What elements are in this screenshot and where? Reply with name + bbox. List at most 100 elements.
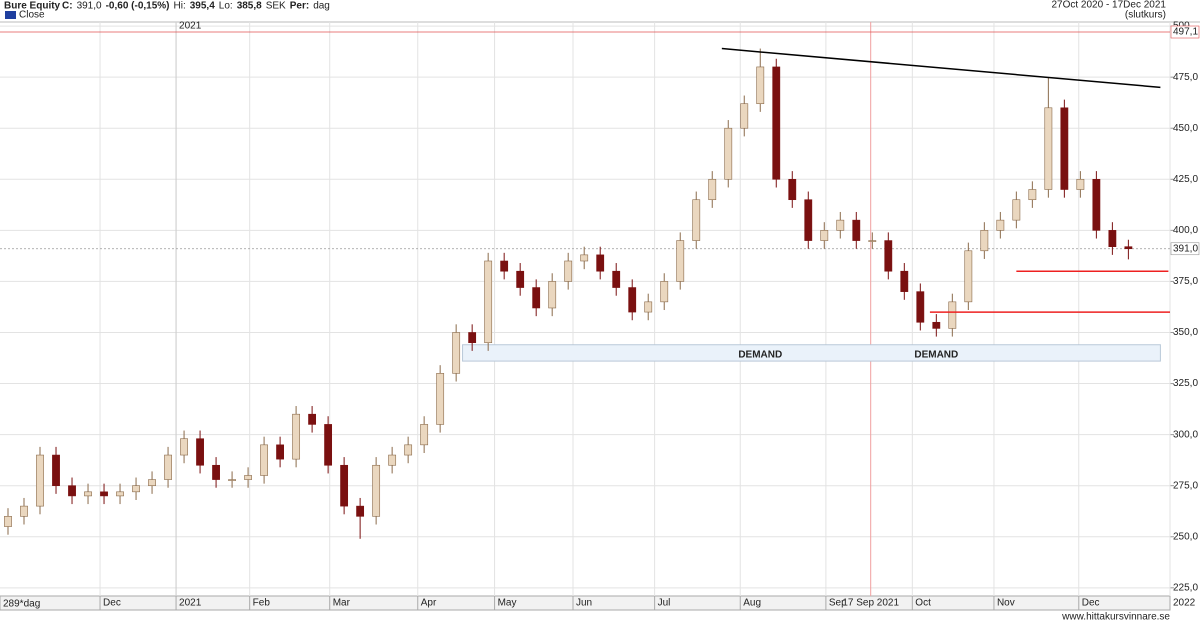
candle-body (1076, 178, 1085, 190)
y-tick-label: 425,0 (1173, 174, 1198, 185)
zone-label: DEMAND (914, 350, 958, 361)
candle-body (468, 332, 477, 344)
candle-body (164, 454, 172, 480)
candle-body (772, 66, 781, 180)
marker-label-bg (844, 597, 897, 609)
header-item: dag (313, 1, 330, 12)
y-tick-label: 450,0 (1173, 123, 1198, 134)
y-tick-label: 375,0 (1173, 276, 1198, 287)
candle-body (68, 485, 76, 497)
candle-body (276, 444, 284, 460)
candle-body (1044, 107, 1053, 190)
y-tick-label: 475,0 (1173, 72, 1198, 83)
x-tick-label: Nov (997, 598, 1015, 609)
y-tick-label: 325,0 (1173, 378, 1198, 389)
candle-body (1012, 199, 1021, 221)
chart-title: Bure Equity (4, 1, 61, 12)
x-tick-label: Apr (421, 598, 437, 609)
candle-body (116, 491, 124, 497)
legend-label: Close (19, 10, 45, 21)
candle-body (660, 281, 669, 303)
candle-body (292, 413, 301, 460)
y-tick-label: 250,0 (1173, 531, 1198, 542)
candle-body (1060, 107, 1069, 190)
candle-body (724, 127, 733, 180)
candle-body (628, 287, 637, 313)
marker-label: 2021 (179, 21, 202, 32)
candle-body (244, 475, 252, 480)
candle-body (148, 479, 156, 486)
candle-body (852, 219, 861, 241)
demand-zone (462, 344, 1161, 362)
x-tick-label: Sep (829, 598, 847, 609)
candle-body (900, 270, 909, 292)
header-item: 385,8 (237, 1, 262, 12)
reference-label: 497,1 (1173, 27, 1198, 38)
candle-body (612, 270, 621, 288)
candle-body (196, 438, 204, 466)
candle-body (340, 464, 349, 507)
y-tick-label: 300,0 (1173, 429, 1198, 440)
candle-body (212, 464, 220, 480)
trend-line (721, 47, 1161, 89)
y-tick-label: 275,0 (1173, 480, 1198, 491)
candle-body (564, 260, 573, 282)
period-label: 289*dag (3, 599, 40, 610)
candle-body (948, 301, 957, 329)
candle-body (1092, 178, 1101, 231)
candle-body (436, 373, 445, 425)
candle-body (980, 230, 989, 252)
candle-body (644, 301, 653, 313)
x-tick-label: Oct (915, 598, 931, 609)
x-tick-label: Mar (333, 598, 351, 609)
candle-body (308, 413, 317, 425)
candle-body (884, 240, 893, 272)
x-tick-label: Aug (743, 598, 761, 609)
x-tick-label: Jun (576, 598, 592, 609)
x-tick-label: Feb (253, 598, 271, 609)
marker-label: 17 Sep 2021 (842, 598, 899, 609)
candle-body (1124, 246, 1133, 250)
candle-body (84, 491, 92, 497)
header-item: 395,4 (190, 1, 215, 12)
candle-body (804, 199, 813, 241)
x-tick-label: Jul (658, 598, 671, 609)
header-item: SEK (266, 1, 286, 12)
header-item: Hi: (174, 1, 186, 12)
candle-body (788, 178, 797, 201)
candle-body (932, 321, 941, 329)
header-item: Per: (290, 1, 309, 12)
candle-body (1108, 230, 1117, 247)
date-range: 27Oct 2020 - 17Dec 2021 (1051, 0, 1166, 11)
x-tick-label: May (498, 598, 517, 609)
price-type: (slutkurs) (1125, 10, 1166, 21)
candle-body (676, 240, 685, 282)
candle-body (548, 281, 557, 309)
x-tick-label: Dec (103, 598, 121, 609)
candle-body (100, 491, 108, 497)
header-info: C: 391,0 -0,60 (-0,15%) Hi: 395,4 Lo: 385,8 SEK… (62, 1, 330, 12)
y-tick-label: 400,0 (1173, 225, 1198, 236)
candle-body (820, 230, 829, 241)
x-tick-label: 2022 (1173, 598, 1196, 609)
candle-body (4, 516, 12, 527)
header-item: Lo: (219, 1, 233, 12)
candle-body (1028, 189, 1037, 201)
candle-body (596, 254, 605, 272)
candle-body (708, 178, 717, 201)
candle-body (228, 479, 236, 481)
candle-body (868, 240, 877, 242)
reference-label-bg (1170, 242, 1200, 256)
candle-body (52, 454, 60, 486)
candle-body (532, 287, 541, 309)
candle-body (740, 103, 749, 129)
candle-body (372, 464, 381, 517)
candle-body (500, 260, 509, 272)
candle-body (20, 505, 28, 517)
y-tick-label: 350,0 (1173, 327, 1198, 338)
x-tick-label: Dec (1082, 598, 1100, 609)
candle-body (836, 219, 845, 231)
candle-body (388, 454, 397, 466)
